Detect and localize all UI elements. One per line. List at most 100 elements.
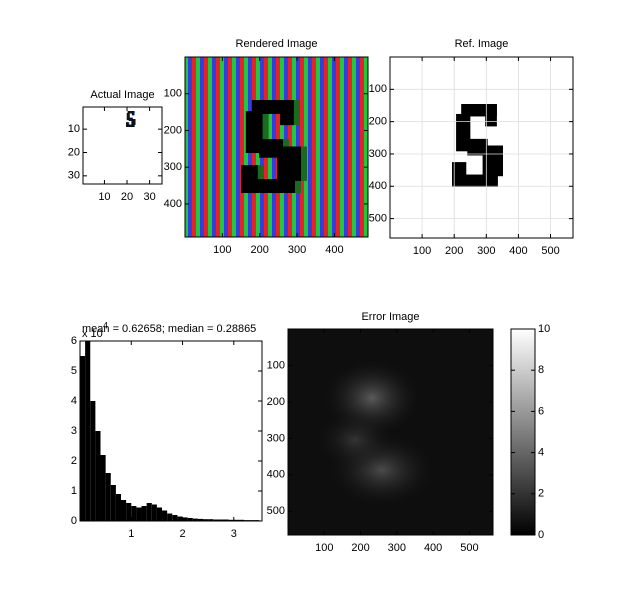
x-tick-label: 100: [315, 542, 333, 554]
y-tick-label: 10: [68, 123, 80, 135]
bar: [197, 518, 204, 521]
y-tick-label: 400: [164, 198, 182, 210]
bar: [233, 519, 239, 521]
y-tick-label: 500: [267, 505, 285, 517]
bar: [115, 494, 122, 521]
axes-frame: [287, 328, 494, 536]
bar: [95, 431, 101, 521]
bar: [177, 516, 183, 521]
bar: [203, 519, 209, 521]
y-tick-label: 4: [71, 395, 77, 407]
x-tick-label: 300: [477, 245, 495, 257]
y-tick-label: 500: [369, 213, 387, 225]
bar: [105, 473, 111, 521]
axes-frame: [79, 340, 263, 522]
bar: [182, 517, 188, 521]
x-tick-label: 400: [509, 245, 527, 257]
chart-title: Ref. Image: [455, 38, 509, 50]
bar: [167, 513, 173, 521]
chart-title: Rendered Image: [236, 38, 318, 50]
bar: [131, 506, 137, 521]
bar: [192, 518, 198, 521]
y-tick-label: 3: [71, 425, 77, 437]
bar: [208, 519, 214, 521]
bar: [156, 507, 163, 521]
bar: [218, 519, 224, 521]
x-tick-label: 10: [98, 191, 110, 203]
y-tick-label: 5: [71, 365, 77, 377]
bar: [146, 503, 152, 521]
y-tick-label: 1: [71, 485, 77, 497]
y-tick-label: 0: [538, 529, 544, 541]
y-tick-label: 8: [538, 364, 544, 376]
y-tick-label: 100: [164, 88, 182, 100]
glyph: [452, 104, 503, 187]
y-tick-label: 100: [267, 359, 285, 371]
bar: [121, 500, 127, 521]
y-tick-label: 200: [267, 396, 285, 408]
x-tick-label: 2: [179, 528, 185, 540]
bar: [151, 504, 157, 521]
bar: [136, 507, 142, 521]
axes-frame: [82, 106, 163, 185]
x-tick-label: 20: [121, 191, 133, 203]
glyph: [241, 100, 307, 193]
bar: [100, 455, 106, 521]
x-tick-label: 200: [445, 245, 463, 257]
y-tick-label: 300: [369, 148, 387, 160]
x-tick-label: 100: [213, 244, 231, 256]
x-tick-label: 500: [460, 542, 478, 554]
chart-title: Error Image: [361, 311, 419, 323]
y-tick-label: 6: [538, 405, 544, 417]
x-tick-label: 400: [424, 542, 442, 554]
bar: [90, 401, 96, 521]
x-tick-label: 400: [325, 244, 343, 256]
x-tick-label: 100: [413, 245, 431, 257]
x-tick-label: 3: [231, 528, 237, 540]
y-tick-label: 400: [267, 469, 285, 481]
axes-frame: [510, 328, 536, 536]
colorbar-scale: [511, 329, 535, 535]
x-tick-label: 200: [251, 244, 269, 256]
bar: [141, 506, 147, 521]
bar: [172, 515, 178, 521]
bar: [238, 519, 245, 521]
bar: [126, 503, 132, 521]
bar: [85, 341, 91, 521]
y-tick-label: 4: [538, 447, 544, 459]
x-tick-label: 30: [143, 191, 155, 203]
y-scale-base: x 10: [82, 328, 103, 340]
y-tick-label: 400: [369, 180, 387, 192]
axes-frame: [184, 56, 369, 238]
y-tick-label: 200: [369, 116, 387, 128]
bar: [162, 510, 168, 521]
x-tick-label: 200: [351, 542, 369, 554]
y-tick-label: 2: [71, 455, 77, 467]
bar: [223, 519, 229, 521]
bar: [228, 519, 234, 521]
y-tick-label: 300: [164, 161, 182, 173]
y-scale-power: 4: [103, 320, 108, 330]
y-tick-label: 100: [369, 83, 387, 95]
bar: [110, 485, 116, 521]
y-tick-label: 20: [68, 146, 80, 158]
x-tick-label: 300: [288, 244, 306, 256]
y-tick-label: 6: [71, 335, 77, 347]
y-tick-label: 0: [71, 515, 77, 527]
y-tick-label: 30: [68, 170, 80, 182]
axes-frame: [389, 56, 574, 239]
chart-title: Actual Image: [90, 89, 154, 101]
y-tick-label: 2: [538, 488, 544, 500]
y-tick-label: 300: [267, 432, 285, 444]
bars: [80, 341, 260, 521]
x-tick-label: 500: [541, 245, 559, 257]
image-area: [83, 107, 162, 184]
bar: [80, 356, 86, 521]
error-blob: [315, 410, 395, 470]
x-tick-label: 300: [388, 542, 406, 554]
chart-title: mean = 0.62658; median = 0.28865: [82, 323, 256, 335]
bar: [213, 519, 219, 521]
y-tick-label: 200: [164, 124, 182, 136]
x-tick-label: 1: [128, 528, 134, 540]
